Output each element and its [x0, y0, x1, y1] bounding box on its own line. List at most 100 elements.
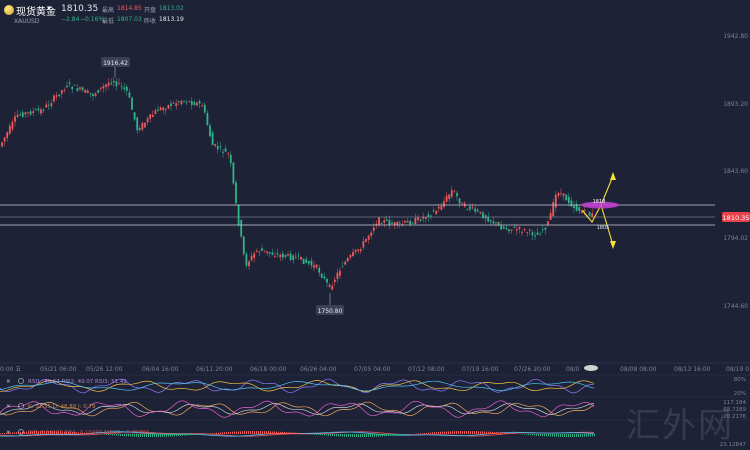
macd-bar [478, 431, 479, 434]
macd-bar [402, 434, 403, 435]
site-watermark: 汇外网 [626, 406, 734, 446]
macd-bar [344, 434, 345, 437]
candle-body [229, 154, 232, 164]
macd-bar [90, 433, 91, 434]
down-arrow-icon [610, 241, 616, 249]
macd-bar [270, 431, 271, 434]
macd-bar [108, 434, 109, 435]
candle-body [476, 209, 479, 212]
macd-bar [188, 434, 189, 436]
macd-bar [92, 433, 93, 434]
macd-bar [182, 434, 183, 436]
candle-body [97, 90, 100, 93]
candle-body [391, 222, 393, 224]
candle-body [406, 221, 409, 223]
candle-body [193, 102, 196, 106]
candle-body [138, 128, 141, 131]
macd-bar [432, 432, 433, 434]
macd-bar [528, 434, 529, 435]
kdj-axis-label: 20.2176 [723, 414, 746, 420]
price-tick: 1843.60 [723, 168, 748, 175]
macd-bar [40, 431, 41, 434]
symbol-name[interactable]: 现货黄金 [16, 7, 56, 18]
macd-bar [256, 431, 257, 434]
macd-bar [494, 432, 495, 434]
candle-body [331, 285, 334, 290]
quote-header: 现货黄金 ▾ XAUUSD 1810.35 −2.84 −0.16% 最高 18… [0, 0, 750, 30]
candle-body [510, 229, 513, 231]
candle-body [458, 198, 461, 204]
candle-body [534, 235, 536, 237]
macd-bar [20, 431, 21, 434]
candle-body [591, 213, 594, 217]
macd-bar [366, 434, 367, 437]
candle-body [263, 250, 266, 252]
kdj-close-icon[interactable]: ✕ [6, 404, 11, 410]
macd-bar [150, 434, 151, 437]
high-label: 最高 [102, 7, 115, 14]
rsi-settings-icon[interactable] [18, 378, 24, 384]
candle-body [547, 221, 549, 225]
candle-body [118, 82, 120, 84]
macd-bar [558, 434, 559, 437]
macd-bar [88, 433, 89, 434]
macd-bar [436, 432, 437, 434]
time-cursor-marker [584, 365, 598, 371]
candle-body [136, 117, 139, 131]
macd-bar [146, 434, 147, 437]
candle-body [523, 229, 526, 230]
rsi-close-icon[interactable]: ✕ [6, 379, 11, 385]
macd-bar [540, 434, 541, 436]
candle-body [526, 232, 529, 234]
macd-bar [472, 431, 473, 434]
time-tick: 06/11 20:00 [196, 366, 233, 373]
indicator-line [0, 378, 595, 394]
macd-bar [122, 434, 123, 436]
candle-body [495, 222, 497, 223]
candle-body [370, 232, 373, 236]
macd-bar [262, 431, 263, 434]
macd-bar [544, 434, 545, 437]
candle-body [333, 279, 336, 283]
candle-body [349, 255, 352, 258]
macd-bar [234, 431, 235, 434]
macd-bar [510, 433, 511, 434]
candle-body [3, 137, 6, 142]
macd-bar [130, 434, 131, 437]
candle-body [417, 217, 419, 221]
macd-bar [154, 434, 155, 437]
macd-bar [144, 434, 145, 437]
macd-bar [36, 431, 37, 434]
macd-settings-icon[interactable] [18, 429, 24, 435]
candle-body [536, 232, 539, 235]
symbol-dropdown-icon[interactable]: ▾ [47, 4, 51, 12]
macd-bar [68, 431, 69, 434]
macd-pane [0, 431, 595, 437]
indicator-line [0, 380, 595, 392]
candle-body [37, 108, 40, 111]
candle-body [573, 205, 575, 209]
candle-body [79, 87, 81, 89]
macd-bar [162, 434, 163, 437]
candle-body [11, 121, 14, 130]
candle-body [575, 204, 578, 211]
macd-close-icon[interactable]: ✕ [6, 430, 11, 436]
time-tick: 05/26 12:00 [86, 366, 123, 373]
candle-body [255, 250, 258, 252]
macd-bar [62, 431, 63, 434]
target-marker [581, 201, 619, 209]
candle-body [1, 142, 3, 147]
price-tick: 1794.02 [723, 235, 748, 242]
candle-body [367, 235, 370, 240]
candle-body [500, 225, 503, 230]
candle-body [27, 111, 29, 113]
kdj-settings-icon[interactable] [18, 403, 24, 409]
candle-body [297, 255, 300, 257]
macd-bar [358, 434, 359, 437]
macd-bar [278, 431, 279, 434]
candle-body [123, 87, 126, 90]
candle-body [214, 144, 217, 146]
candle-body [539, 234, 542, 236]
macd-bar [420, 433, 421, 434]
